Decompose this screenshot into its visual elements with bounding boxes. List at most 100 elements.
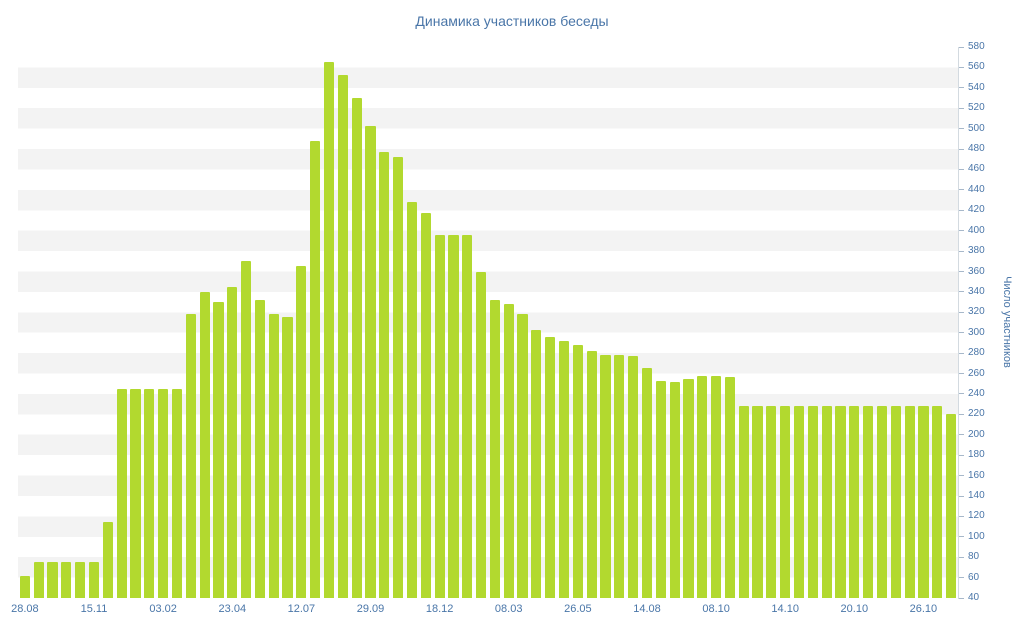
bar bbox=[240, 261, 252, 598]
y-tick-value: 160 bbox=[968, 469, 985, 481]
bar bbox=[379, 152, 390, 598]
y-tick-label: 540 bbox=[959, 81, 985, 93]
y-tick-mark bbox=[959, 148, 964, 150]
bar bbox=[213, 302, 224, 598]
bar bbox=[683, 378, 694, 598]
bar bbox=[171, 388, 183, 598]
chart-title: Динамика участников беседы bbox=[415, 13, 609, 29]
y-tick-label: 500 bbox=[959, 122, 985, 134]
x-tick-label: 12.07 bbox=[287, 603, 316, 615]
y-tick-mark bbox=[959, 454, 964, 456]
y-tick-mark bbox=[959, 556, 964, 558]
y-tick-mark bbox=[959, 291, 964, 293]
bar bbox=[61, 562, 72, 598]
bar bbox=[697, 375, 708, 598]
bar bbox=[531, 329, 542, 598]
y-tick-label: 400 bbox=[959, 224, 985, 236]
bar bbox=[641, 368, 653, 598]
y-tick-mark bbox=[959, 515, 964, 517]
y-tick-value: 280 bbox=[968, 347, 985, 359]
y-tick-label: 260 bbox=[959, 368, 985, 379]
bar bbox=[47, 562, 58, 598]
x-tick-label: 08.03 bbox=[494, 603, 523, 615]
y-tick-value: 140 bbox=[968, 490, 985, 501]
y-axis-title: Число участников bbox=[1001, 276, 1013, 368]
y-tick-value: 400 bbox=[968, 224, 985, 236]
y-tick-mark bbox=[959, 271, 964, 272]
y-tick-mark bbox=[959, 352, 964, 354]
y-tick-mark bbox=[959, 597, 964, 599]
y-tick-value: 220 bbox=[968, 408, 985, 420]
bar bbox=[282, 317, 293, 598]
bar bbox=[489, 300, 501, 598]
y-tick-value: 300 bbox=[968, 326, 985, 338]
y-tick-mark bbox=[959, 475, 964, 477]
bar bbox=[420, 213, 431, 598]
bar bbox=[199, 291, 210, 598]
y-tick-label: 320 bbox=[959, 307, 985, 317]
x-tick-label: 26.10 bbox=[909, 603, 938, 615]
bar bbox=[724, 376, 736, 598]
bar bbox=[849, 406, 860, 598]
y-tick-value: 100 bbox=[968, 530, 985, 542]
y-tick-value: 500 bbox=[968, 122, 985, 134]
y-tick-label: 460 bbox=[959, 164, 985, 174]
y-tick-label: 100 bbox=[959, 530, 985, 542]
bar bbox=[600, 355, 611, 598]
bar bbox=[227, 286, 238, 598]
y-tick-value: 120 bbox=[968, 510, 985, 522]
y-tick-mark bbox=[959, 189, 964, 191]
y-tick-label: 180 bbox=[959, 450, 985, 460]
y-tick-mark bbox=[959, 332, 964, 334]
y-tick-label: 520 bbox=[959, 103, 985, 113]
bar bbox=[337, 74, 348, 598]
bar bbox=[254, 300, 266, 598]
bar bbox=[572, 344, 583, 598]
plot-area bbox=[18, 47, 958, 598]
bar bbox=[116, 388, 127, 598]
y-tick-label: 140 bbox=[959, 491, 985, 501]
y-tick-mark bbox=[959, 46, 964, 48]
y-tick-label: 120 bbox=[959, 511, 985, 521]
x-tick-label: 15.11 bbox=[80, 603, 108, 615]
bar bbox=[766, 406, 777, 598]
y-tick-mark bbox=[959, 250, 964, 252]
y-tick-mark bbox=[959, 577, 964, 579]
bar bbox=[268, 314, 279, 598]
bar bbox=[393, 157, 404, 598]
bar bbox=[365, 125, 376, 598]
bar bbox=[835, 406, 846, 598]
y-tick-mark bbox=[959, 87, 964, 89]
bar bbox=[890, 406, 901, 598]
y-tick-mark bbox=[959, 373, 964, 374]
y-tick-label: 60 bbox=[959, 572, 979, 583]
x-tick-label: 14.10 bbox=[771, 603, 799, 615]
y-tick-label: 280 bbox=[959, 348, 985, 358]
y-tick-value: 380 bbox=[968, 245, 985, 257]
bar bbox=[323, 62, 335, 598]
x-tick-label: 28.08 bbox=[11, 603, 39, 615]
y-tick-label: 200 bbox=[959, 429, 985, 440]
y-tick-value: 240 bbox=[968, 387, 985, 399]
y-tick-label: 380 bbox=[959, 246, 985, 256]
bar bbox=[75, 562, 86, 598]
x-tick-label: 29.09 bbox=[356, 603, 385, 615]
bar bbox=[807, 406, 818, 598]
bar bbox=[503, 304, 514, 598]
bar bbox=[434, 234, 445, 598]
y-tick-mark bbox=[959, 434, 964, 436]
y-axis-line bbox=[958, 47, 959, 599]
bar bbox=[793, 406, 805, 598]
x-tick-label: 26.05 bbox=[564, 603, 592, 615]
y-tick-value: 460 bbox=[968, 163, 985, 175]
bar bbox=[144, 388, 155, 598]
bar bbox=[932, 406, 943, 598]
bar bbox=[586, 351, 597, 598]
bar bbox=[710, 375, 722, 598]
y-tick-mark bbox=[959, 393, 964, 395]
y-tick-label: 240 bbox=[959, 387, 985, 399]
bar bbox=[296, 266, 307, 598]
y-tick-value: 80 bbox=[968, 551, 980, 563]
bar bbox=[88, 562, 100, 598]
y-tick-value: 540 bbox=[968, 81, 985, 93]
